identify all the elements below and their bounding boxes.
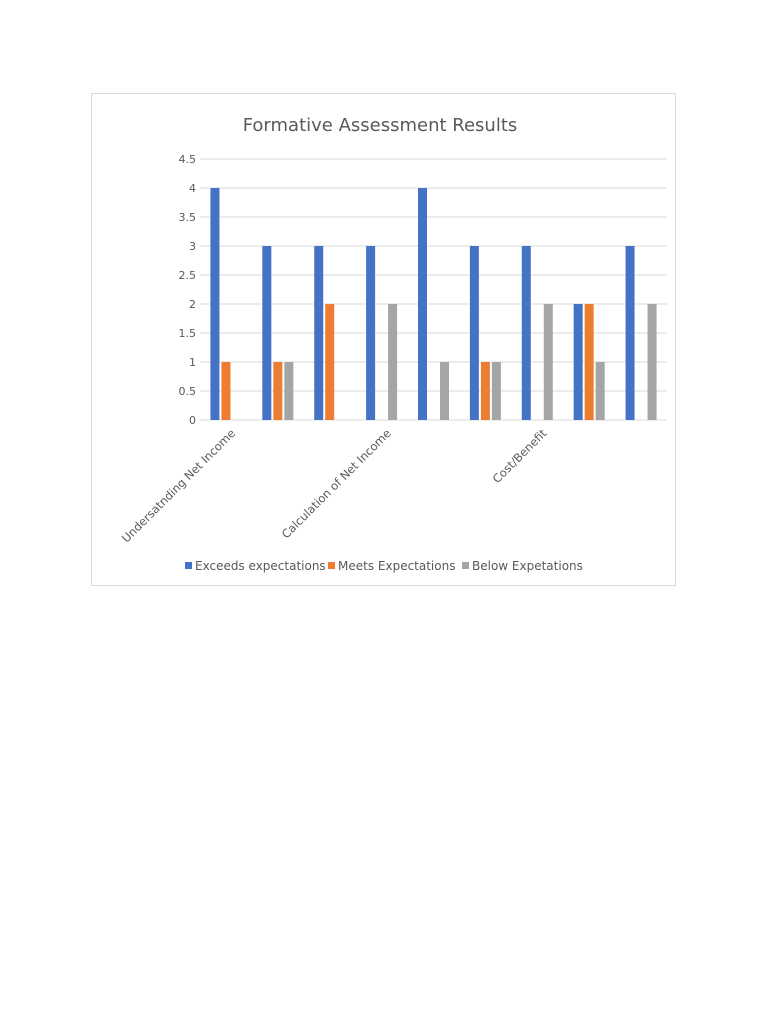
chart-title: Formative Assessment Results (243, 115, 518, 136)
bar-below-expetations-5 (440, 362, 449, 420)
legend: Exceeds expectations Meets Expectations Be… (185, 559, 583, 573)
x-category-label: Undersatnding Net Income (119, 426, 238, 545)
x-category-label: Calculation of Net Income (279, 426, 394, 541)
bar-exceeds-expectations-5 (418, 188, 427, 420)
y-tick-label: 2 (189, 298, 196, 311)
bar-below-expetations-2 (284, 362, 294, 420)
bars (210, 188, 657, 420)
bar-meets-expectations-3 (325, 304, 335, 420)
bar-meets-expectations-2 (273, 362, 283, 420)
bar-exceeds-expectations-8 (573, 304, 583, 420)
bar-below-expetations-9 (647, 304, 657, 420)
legend-swatch (328, 562, 335, 569)
bar-exceeds-expectations-9 (625, 246, 635, 420)
bar-exceeds-expectations-3 (314, 246, 324, 420)
y-tick-label: 3.5 (179, 211, 197, 224)
y-tick-label: 1 (189, 356, 196, 369)
legend-swatch (185, 562, 192, 569)
chart-container: Formative Assessment Results 0 0.5 1 1.5 2 2.… (91, 93, 676, 586)
bar-exceeds-expectations-2 (262, 246, 272, 420)
x-category-label: Cost/Benefit (490, 426, 550, 486)
bar-below-expetations-4 (388, 304, 398, 420)
bar-exceeds-expectations-6 (469, 246, 479, 420)
y-tick-label: 0 (189, 414, 196, 427)
x-axis-category-labels: Undersatnding Net Income Calculation of N… (119, 426, 550, 546)
legend-swatch (462, 562, 469, 569)
bar-exceeds-expectations-7 (521, 246, 531, 420)
legend-label: Exceeds expectations (195, 559, 326, 573)
y-tick-label: 0.5 (179, 385, 197, 398)
y-axis-tick-labels: 0 0.5 1 1.5 2 2.5 3 3.5 4 4.5 (179, 153, 197, 427)
y-tick-label: 2.5 (179, 269, 197, 282)
y-tick-label: 3 (189, 240, 196, 253)
legend-label: Below Expetations (472, 559, 583, 573)
bar-exceeds-expectations-4 (366, 246, 376, 420)
y-tick-label: 4 (189, 182, 196, 195)
bar-meets-expectations-1 (221, 362, 231, 420)
bar-meets-expectations-6 (480, 362, 490, 420)
y-tick-label: 4.5 (179, 153, 197, 166)
legend-label: Meets Expectations (338, 559, 455, 573)
bar-chart: Formative Assessment Results 0 0.5 1 1.5 2 2.… (119, 115, 667, 573)
bar-meets-expectations-8 (584, 304, 594, 420)
y-tick-label: 1.5 (179, 327, 197, 340)
bar-exceeds-expectations-1 (210, 188, 220, 420)
bar-below-expetations-6 (491, 362, 501, 420)
bar-below-expetations-7 (543, 304, 553, 420)
bar-below-expetations-8 (595, 362, 605, 420)
